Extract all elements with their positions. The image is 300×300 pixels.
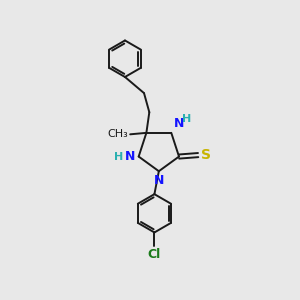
Text: N: N <box>154 174 164 187</box>
Text: H: H <box>182 114 191 124</box>
Text: N: N <box>125 150 135 163</box>
Text: N: N <box>174 117 184 130</box>
Text: S: S <box>201 148 211 162</box>
Text: Cl: Cl <box>148 248 161 261</box>
Text: CH₃: CH₃ <box>107 129 128 139</box>
Text: H: H <box>114 152 123 162</box>
